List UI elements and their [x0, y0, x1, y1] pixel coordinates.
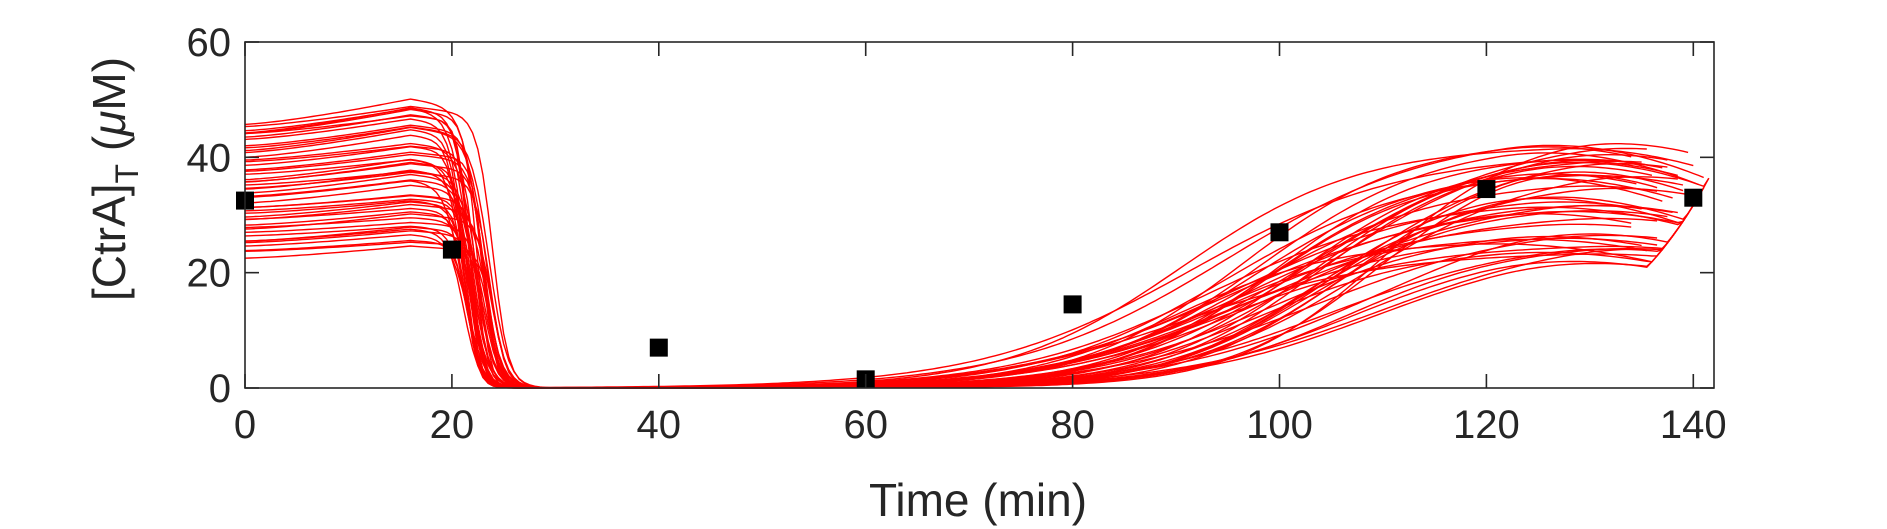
- data-point: [1477, 180, 1496, 199]
- x-tick-label: 60: [843, 403, 888, 447]
- x-axis-label: Time (min): [869, 474, 1087, 526]
- y-tick-label: 20: [187, 252, 232, 296]
- x-tick-label: 120: [1453, 403, 1520, 447]
- y-tick-label: 60: [187, 21, 232, 65]
- x-tick-label: 100: [1246, 403, 1313, 447]
- data-point: [442, 240, 461, 259]
- simulation-lines: [244, 98, 1710, 389]
- simulation-line: [244, 124, 1663, 389]
- y-axis-label-unit-open: (: [83, 135, 135, 164]
- x-axis-ticks: 0 20 40 60 80 100 120 140: [234, 42, 1727, 447]
- simulation-line: [244, 107, 1673, 389]
- simulation-line: [244, 107, 1652, 389]
- plot-frame: [244, 41, 1715, 389]
- data-point: [649, 338, 668, 357]
- y-axis-label: [CtrA]T (μM): [83, 57, 145, 301]
- simulation-line: [244, 98, 1710, 389]
- x-tick-label: 40: [637, 403, 682, 447]
- data-points: [236, 180, 1703, 389]
- x-tick-label: 20: [430, 403, 475, 447]
- y-axis-label-subscript: T: [109, 164, 145, 184]
- y-axis-label-unit-rest: M): [83, 57, 135, 111]
- x-tick-label: 140: [1660, 403, 1727, 447]
- x-tick-label: 80: [1050, 403, 1095, 447]
- x-tick-label: 0: [234, 403, 256, 447]
- y-axis-label-main: [CtrA]: [83, 183, 135, 301]
- simulation-line: [244, 126, 1632, 389]
- data-point: [1063, 295, 1082, 314]
- y-axis-ticks: 0 20 40 60: [187, 21, 1714, 411]
- data-point: [1270, 223, 1289, 242]
- y-axis-label-mu: μ: [83, 111, 135, 137]
- y-tick-label: 0: [209, 367, 231, 411]
- simulation-line: [244, 159, 1678, 389]
- data-point: [1684, 188, 1703, 207]
- y-tick-label: 40: [187, 136, 232, 180]
